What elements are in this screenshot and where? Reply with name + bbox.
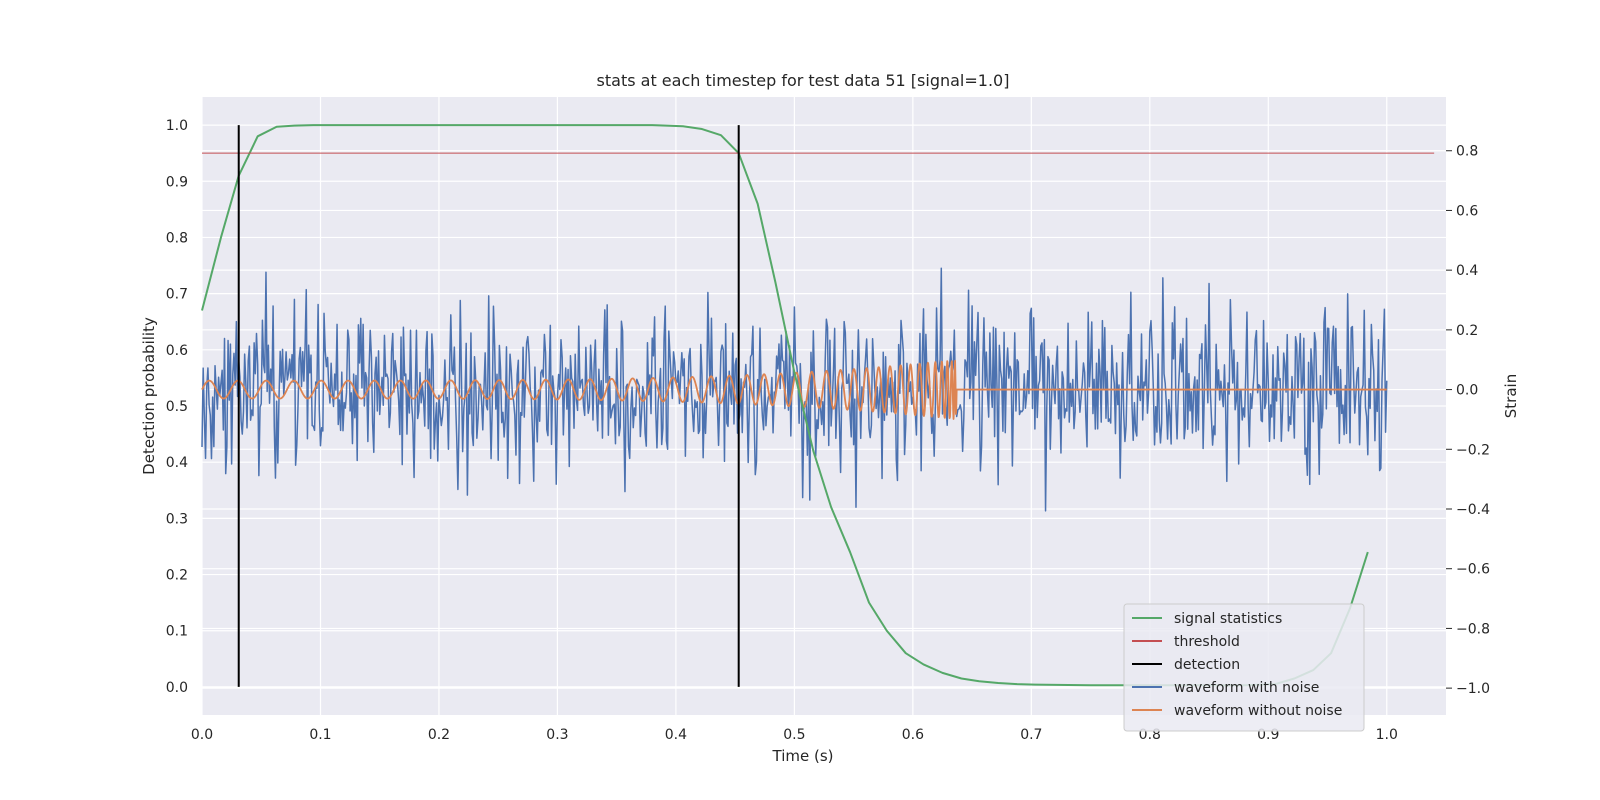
y-right-tick-label: −0.2	[1456, 442, 1490, 458]
x-tick-label: 0.7	[1020, 727, 1042, 743]
y-right-tick-label: 0.6	[1456, 203, 1478, 219]
series-line-waveform-without-noise	[201, 359, 1388, 420]
y-left-tick-label: 0.0	[166, 680, 188, 696]
x-tick-label: 0.0	[191, 727, 213, 743]
x-tick-label: 0.1	[309, 727, 331, 743]
y-left-tick-label: 0.2	[166, 568, 188, 584]
x-tick-label: 1.0	[1376, 727, 1398, 743]
y-right-tick-label: −1.0	[1456, 681, 1490, 697]
y-left-tick-label: 0.7	[166, 287, 188, 303]
y-left-tick-label: 1.0	[166, 118, 188, 134]
legend-entry: threshold	[1174, 634, 1240, 650]
y-right-tick-label: 0.4	[1456, 263, 1478, 279]
y-left-tick-label: 0.4	[166, 455, 188, 471]
legend-frame	[1123, 603, 1365, 732]
legend-entry: detection	[1174, 657, 1240, 673]
x-tick-label: 0.6	[902, 727, 924, 743]
x-tick-label: 0.4	[665, 727, 687, 743]
legend: signal statistics threshold detection wavef…	[1123, 603, 1365, 732]
x-axis-ticks: 0.0 0.1 0.2 0.3 0.4 0.5 0.6 0.7 0.8 0.9 1.0	[191, 727, 1398, 743]
y-left-tick-label: 0.8	[166, 230, 188, 246]
y-right-tick-label: −0.6	[1456, 562, 1490, 578]
legend-entry: signal statistics	[1174, 611, 1282, 627]
chart-title: stats at each timestep for test data 51 …	[597, 71, 1010, 90]
y-left-tick-label: 0.9	[166, 174, 188, 190]
y-right-tick-label: −0.8	[1456, 621, 1490, 637]
legend-entry: waveform with noise	[1174, 680, 1319, 696]
y-left-tick-label: 0.3	[166, 511, 188, 527]
y-left-tick-label: 0.6	[166, 343, 188, 359]
series-line-waveform-with-noise	[201, 267, 1388, 512]
y-right-axis-ticks: −1.0 −0.8 −0.6 −0.4 −0.2 0.0 0.2 0.4 0.6 0.8	[1446, 144, 1490, 697]
legend-entry: waveform without noise	[1174, 703, 1342, 719]
y-left-tick-label: 0.5	[166, 399, 188, 415]
y-left-axis-ticks: 0.0 0.1 0.2 0.3 0.4 0.5 0.6 0.7 0.8 0.9 1.0	[166, 118, 188, 696]
y-right-tick-label: −0.4	[1456, 502, 1490, 518]
x-tick-label: 0.5	[783, 727, 805, 743]
y-left-tick-label: 0.1	[166, 624, 188, 640]
y-right-tick-label: 0.2	[1456, 323, 1478, 339]
y-right-tick-label: 0.0	[1456, 383, 1478, 399]
x-axis-label: Time (s)	[772, 747, 834, 765]
x-tick-label: 0.3	[546, 727, 568, 743]
y-left-axis-label: Detection probability	[140, 317, 158, 475]
x-tick-label: 0.2	[428, 727, 450, 743]
y-right-axis-label: Strain	[1502, 374, 1520, 418]
y-right-tick-label: 0.8	[1456, 144, 1478, 160]
